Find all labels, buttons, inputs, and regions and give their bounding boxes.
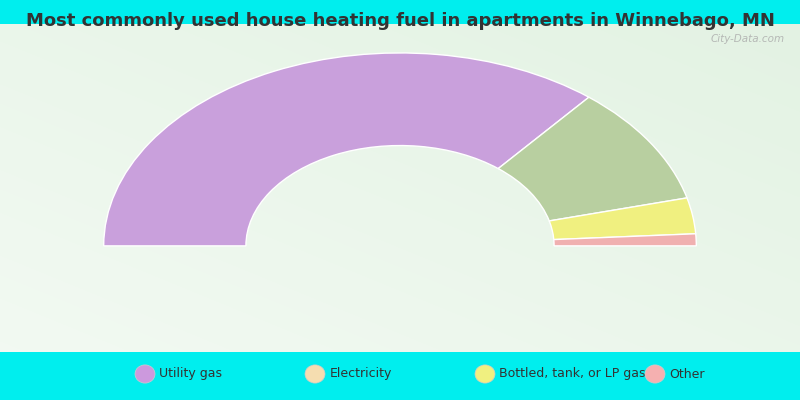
Wedge shape [498,97,687,221]
Text: City-Data.com: City-Data.com [711,34,785,44]
Ellipse shape [645,365,665,383]
Text: Utility gas: Utility gas [159,368,222,380]
Wedge shape [550,198,696,240]
Ellipse shape [135,365,155,383]
Text: Bottled, tank, or LP gas: Bottled, tank, or LP gas [499,368,646,380]
Text: Most commonly used house heating fuel in apartments in Winnebago, MN: Most commonly used house heating fuel in… [26,12,774,30]
Text: Electricity: Electricity [330,368,392,380]
Ellipse shape [475,365,495,383]
Ellipse shape [305,365,325,383]
Text: Other: Other [670,368,705,380]
Wedge shape [104,53,589,246]
Wedge shape [554,234,696,246]
